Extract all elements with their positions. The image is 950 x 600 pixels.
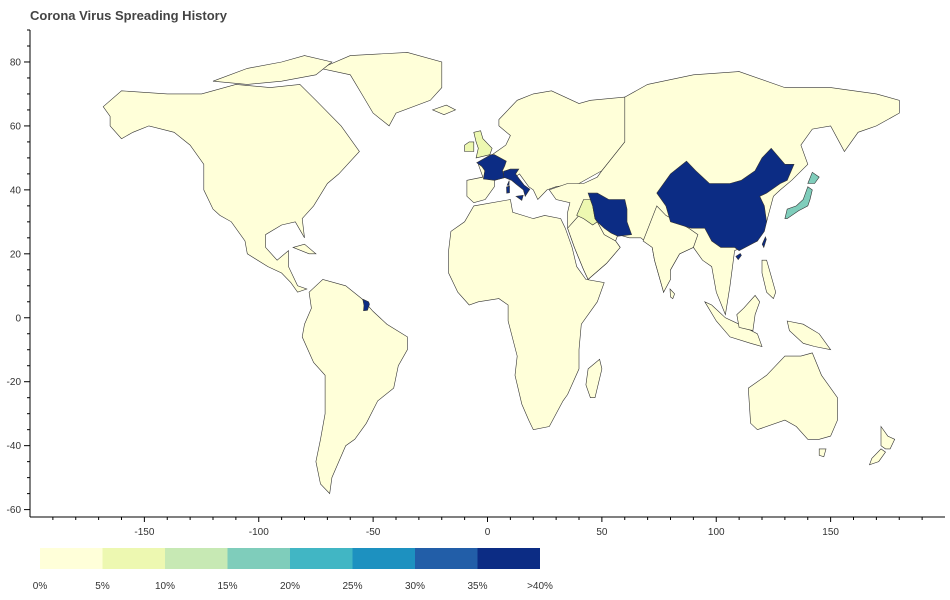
- region-ireland: [464, 141, 475, 152]
- region-australia: [747, 352, 838, 440]
- region-taiwan: [761, 236, 767, 249]
- region-tasmania: [818, 448, 827, 458]
- region-hainan: [735, 253, 742, 261]
- y-tick-label: -40: [7, 441, 22, 452]
- region-sicily: [515, 194, 524, 201]
- legend-swatch: [477, 548, 540, 569]
- legend-label: 30%: [405, 581, 425, 592]
- x-tick-label: -50: [366, 527, 381, 538]
- y-tick-label: -20: [7, 377, 22, 388]
- region-philippines: [761, 259, 777, 300]
- x-tick-label: 50: [596, 527, 608, 538]
- x-tick-label: -150: [134, 527, 154, 538]
- region-new-zealand: [880, 425, 896, 450]
- region-japan: [784, 186, 813, 219]
- legend-swatch: [227, 548, 290, 569]
- region-hokkaido: [807, 171, 820, 184]
- legend-swatch: [165, 548, 228, 569]
- region-china: [656, 147, 795, 251]
- legend-label: 20%: [280, 581, 300, 592]
- legend-label: 15%: [217, 581, 237, 592]
- legend-swatch: [290, 548, 353, 569]
- y-tick-label: 80: [10, 57, 22, 68]
- region-madagascar: [585, 358, 603, 398]
- region-italy: [503, 168, 531, 198]
- legend-label: 25%: [342, 581, 362, 592]
- legend-label: >40%: [527, 581, 553, 592]
- region-united-kingdom: [473, 130, 493, 159]
- region-french-guiana: [362, 298, 370, 312]
- x-tick-label: 100: [708, 527, 725, 538]
- region-africa: [448, 199, 605, 431]
- y-tick-label: 20: [10, 249, 22, 260]
- region-iran: [587, 192, 633, 237]
- region-southeast-asia-islands: [704, 301, 763, 347]
- region-iceland: [431, 104, 457, 116]
- legend-swatch: [40, 548, 103, 569]
- region-greenland: [319, 52, 443, 127]
- region-north-america: [102, 84, 360, 293]
- x-tick-label: -100: [249, 527, 269, 538]
- legend-swatch: [352, 548, 415, 569]
- legend-swatch: [415, 548, 478, 569]
- y-tick-label: 60: [10, 121, 22, 132]
- region-new-guinea: [786, 320, 832, 351]
- region-sardinia: [506, 185, 510, 194]
- region-cuba: [292, 243, 317, 255]
- region-borneo: [736, 294, 761, 331]
- countries-layer: [102, 52, 900, 495]
- region-south-america: [301, 279, 408, 495]
- legend-label: 35%: [467, 581, 487, 592]
- region-new-zealand-south: [869, 448, 886, 466]
- region-sri-lanka: [669, 288, 675, 300]
- chart-title: Corona Virus Spreading History: [30, 8, 227, 23]
- region-canadian-archipelago: [212, 55, 333, 85]
- region-india: [642, 205, 699, 293]
- x-tick-label: 150: [822, 527, 839, 538]
- color-legend: 0% 5% 10% 15% 20% 25% 30% 35% >40%: [33, 548, 553, 592]
- axes-layer: -150 -100 -50 0 50 100 150 80 60 40 20 0 -20 -40 -60: [7, 29, 945, 538]
- y-tick-label: 40: [10, 185, 22, 196]
- legend-label: 0%: [33, 581, 48, 592]
- legend-label: 10%: [155, 581, 175, 592]
- y-tick-label: -60: [7, 505, 22, 516]
- legend-swatch: [102, 548, 165, 569]
- region-corsica: [506, 180, 510, 186]
- y-tick-label: 0: [15, 313, 21, 324]
- legend-label: 5%: [95, 581, 110, 592]
- x-tick-label: 0: [485, 527, 491, 538]
